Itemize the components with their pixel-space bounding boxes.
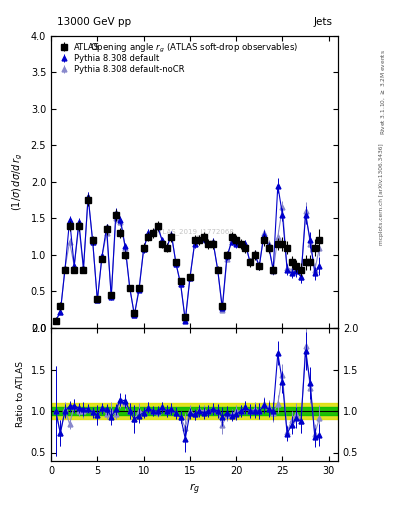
Y-axis label: Ratio to ATLAS: Ratio to ATLAS <box>16 361 25 428</box>
Text: ATLAS_2019_I1772068: ATLAS_2019_I1772068 <box>154 228 235 235</box>
Text: mcplots.cern.ch [arXiv:1306.3436]: mcplots.cern.ch [arXiv:1306.3436] <box>379 144 384 245</box>
Legend: ATLAS, Pythia 8.308 default, Pythia 8.308 default-noCR: ATLAS, Pythia 8.308 default, Pythia 8.30… <box>54 39 187 77</box>
Text: 13000 GeV pp: 13000 GeV pp <box>57 17 131 27</box>
Text: Rivet 3.1.10, $\geq$ 3.2M events: Rivet 3.1.10, $\geq$ 3.2M events <box>379 49 387 135</box>
Y-axis label: $(1/\sigma)\,d\sigma/d\,r_g$: $(1/\sigma)\,d\sigma/d\,r_g$ <box>11 153 25 211</box>
X-axis label: $r_g$: $r_g$ <box>189 481 200 497</box>
Text: Jets: Jets <box>313 17 332 27</box>
Text: Opening angle $r_g$ (ATLAS soft-drop observables): Opening angle $r_g$ (ATLAS soft-drop obs… <box>90 41 299 55</box>
